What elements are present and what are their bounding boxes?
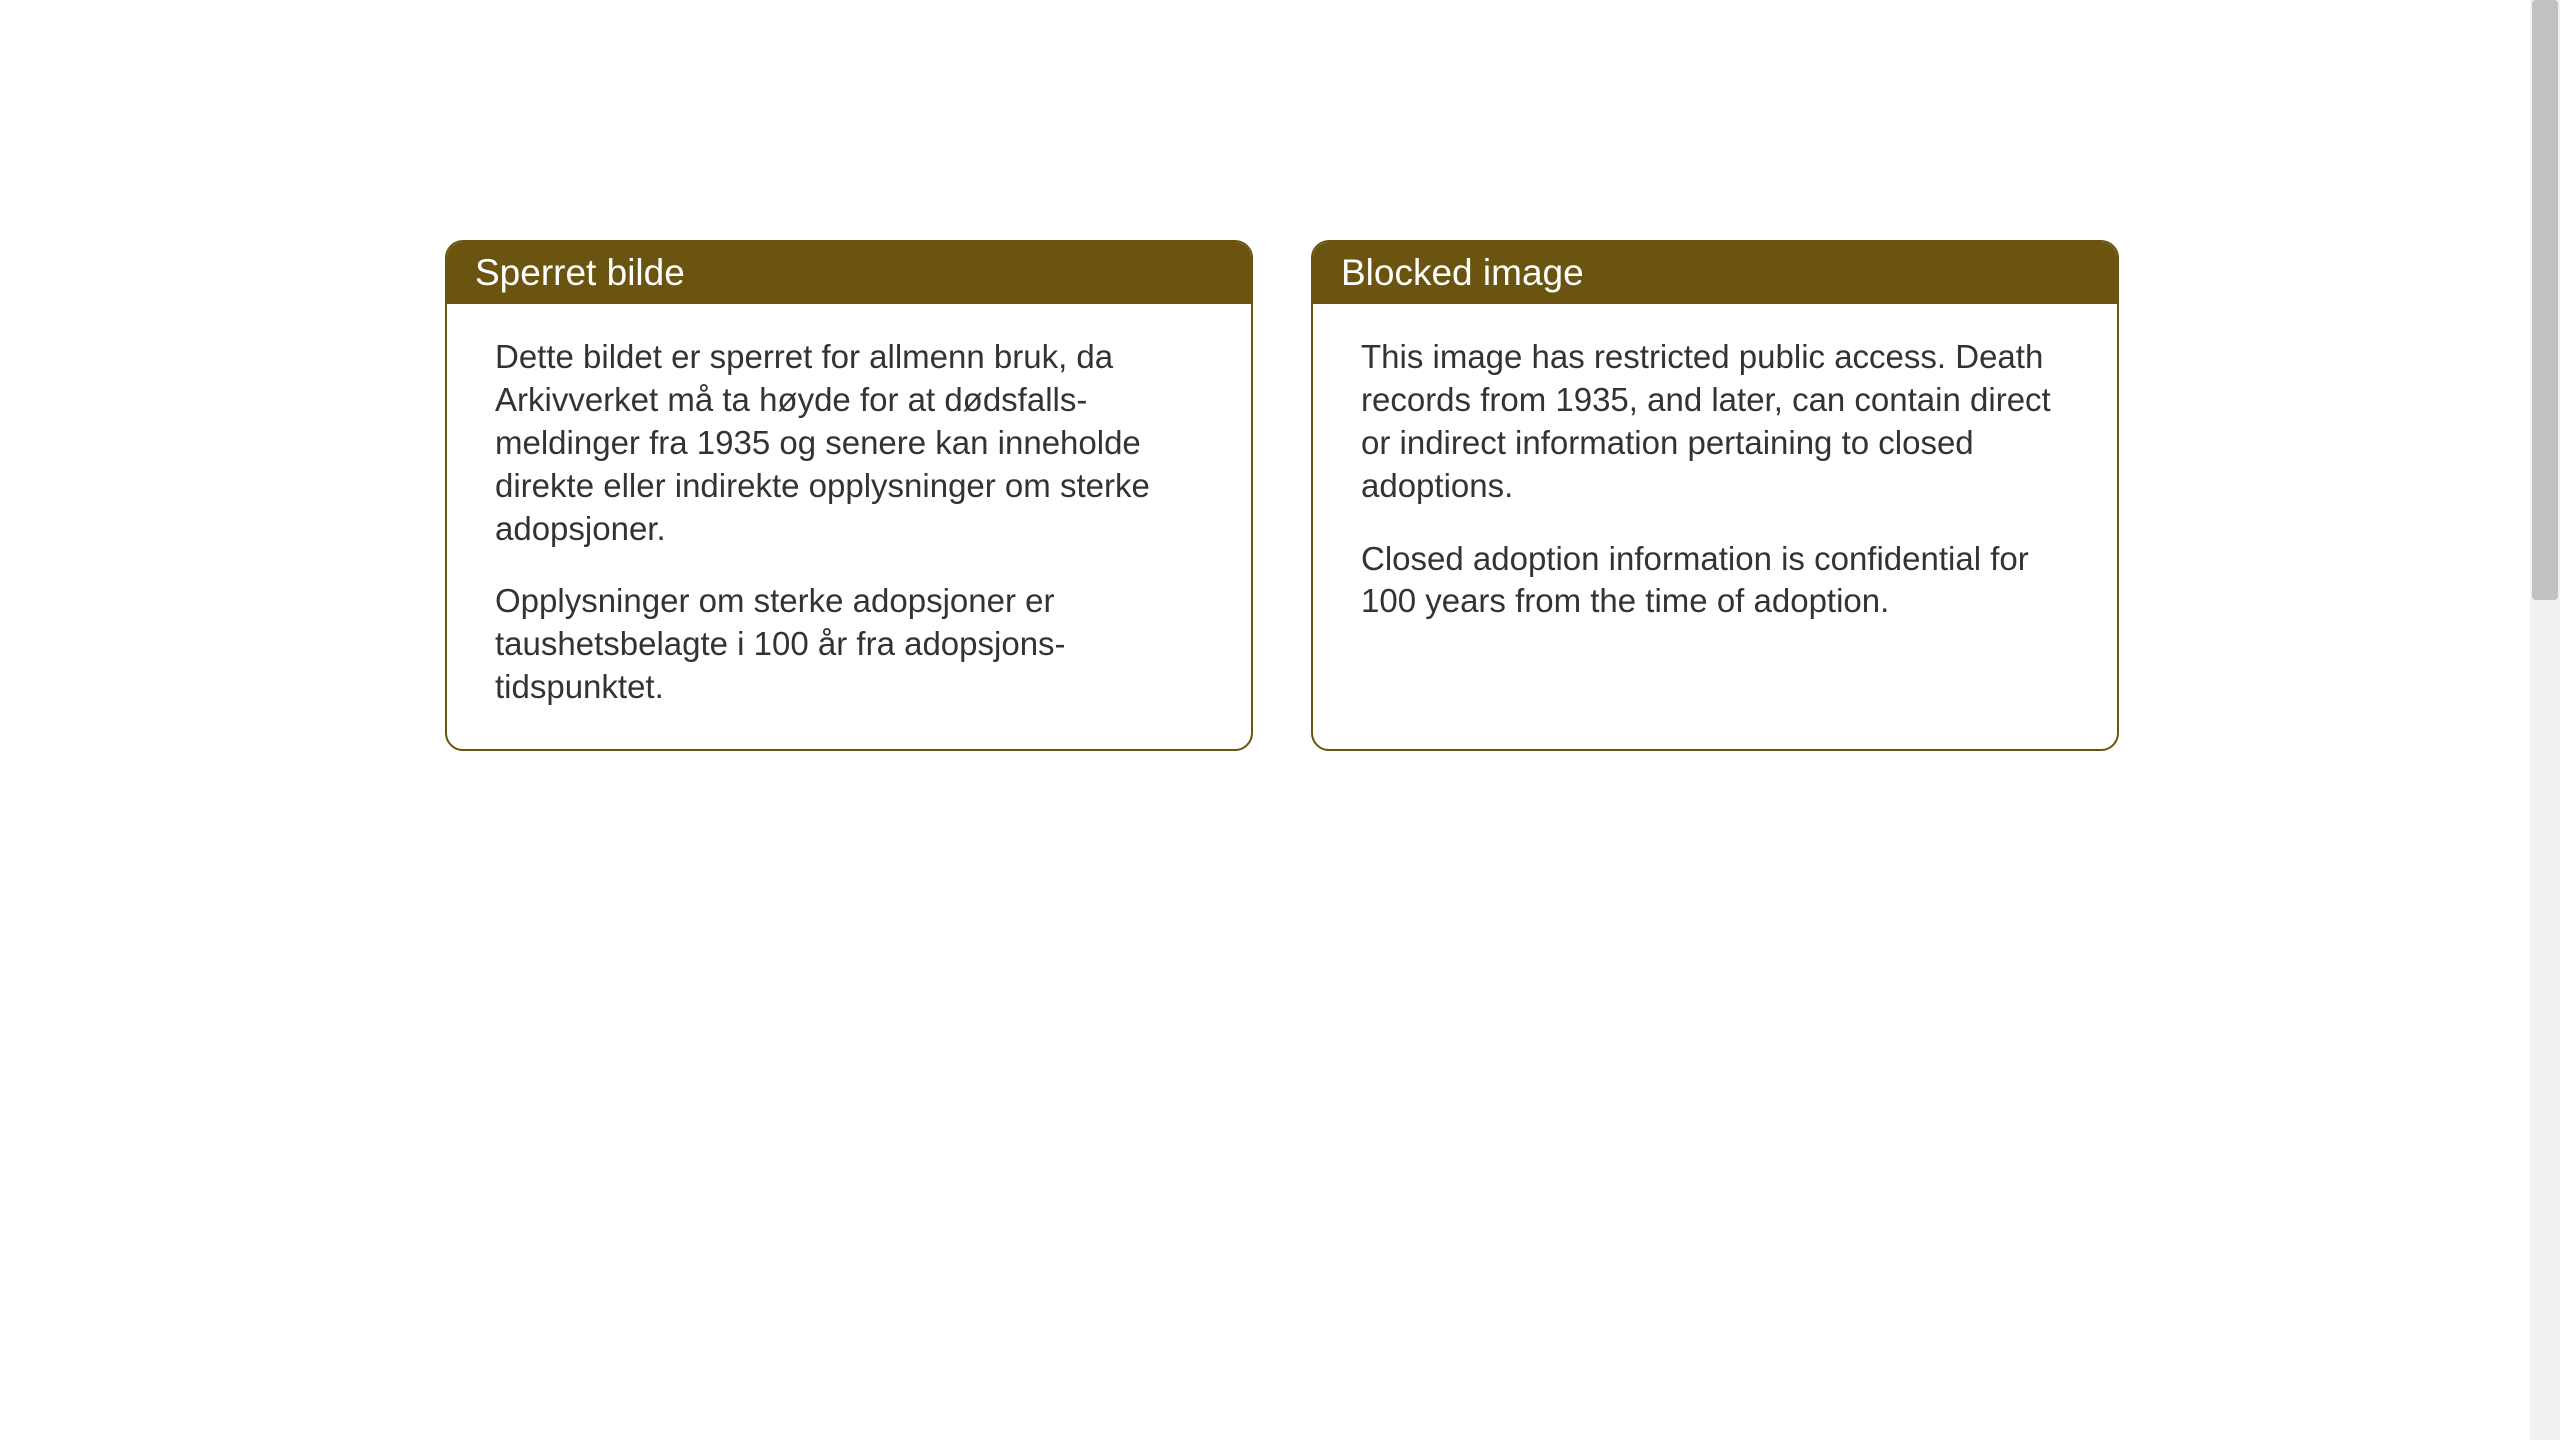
notice-title-english: Blocked image: [1341, 252, 1584, 293]
notice-header-norwegian: Sperret bilde: [447, 242, 1251, 304]
notice-paragraph-2-norwegian: Opplysninger om sterke adopsjoner er tau…: [495, 580, 1203, 709]
notice-card-norwegian: Sperret bilde Dette bildet er sperret fo…: [445, 240, 1253, 751]
scrollbar-track[interactable]: [2530, 0, 2560, 1440]
notice-body-english: This image has restricted public access.…: [1313, 304, 2117, 663]
notice-header-english: Blocked image: [1313, 242, 2117, 304]
notice-title-norwegian: Sperret bilde: [475, 252, 685, 293]
notice-body-norwegian: Dette bildet er sperret for allmenn bruk…: [447, 304, 1251, 749]
scrollbar-thumb[interactable]: [2532, 0, 2558, 600]
notice-container: Sperret bilde Dette bildet er sperret fo…: [445, 240, 2119, 751]
notice-paragraph-1-english: This image has restricted public access.…: [1361, 336, 2069, 508]
notice-paragraph-1-norwegian: Dette bildet er sperret for allmenn bruk…: [495, 336, 1203, 550]
notice-paragraph-2-english: Closed adoption information is confident…: [1361, 538, 2069, 624]
notice-card-english: Blocked image This image has restricted …: [1311, 240, 2119, 751]
